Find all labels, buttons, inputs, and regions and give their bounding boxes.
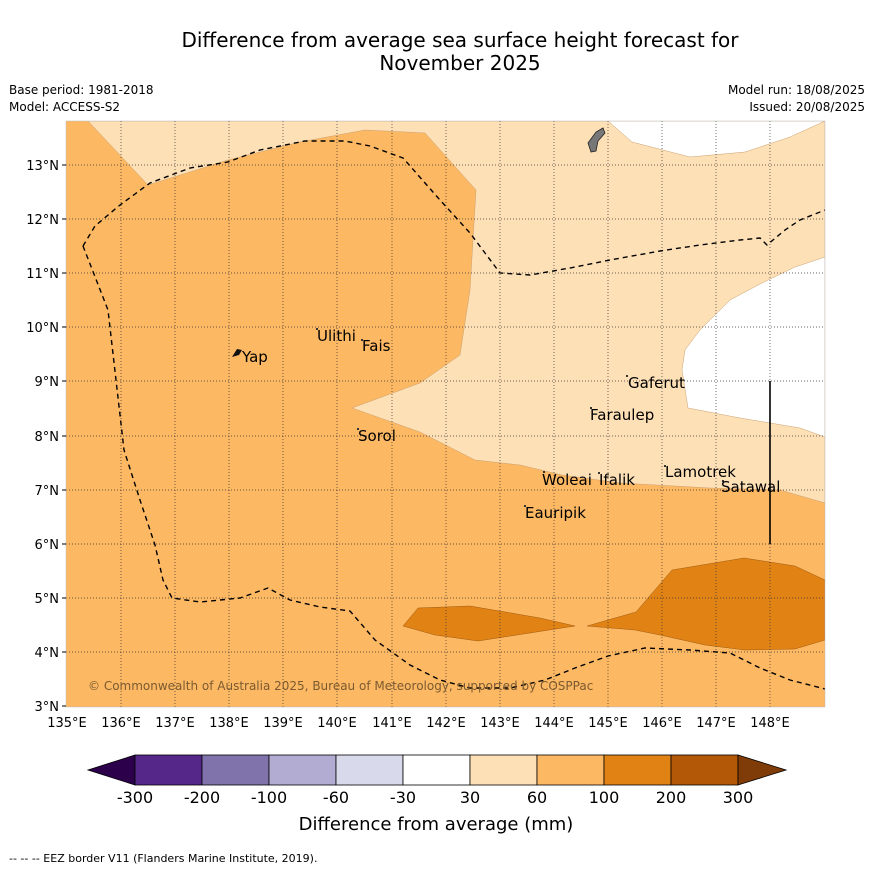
colorbar-tick-label: -100 xyxy=(251,788,287,807)
graticule xyxy=(66,121,825,707)
colorbar-swatch xyxy=(335,754,404,786)
guam-island xyxy=(587,127,606,153)
place-label-fais: Fais xyxy=(362,337,391,355)
colorbar-swatch xyxy=(603,754,672,786)
colorbar-swatch xyxy=(670,754,739,786)
eez-footnote: -- -- -- EEZ border V11 (Flanders Marine… xyxy=(9,852,318,865)
colorbar-tick-label: -30 xyxy=(390,788,416,807)
lon-label: 146°E xyxy=(642,716,682,731)
lon-label: 141°E xyxy=(372,716,412,731)
place-label-ulithi: Ulithi xyxy=(317,327,356,345)
colorbar-extend-low xyxy=(86,754,136,786)
place-label-eauripik: Eauripik xyxy=(525,504,586,522)
place-label-gaferut: Gaferut xyxy=(628,374,685,392)
lat-label: 10°N xyxy=(26,321,59,336)
lat-label: 12°N xyxy=(26,213,59,228)
lat-label: 5°N xyxy=(35,592,60,607)
colorbar-extend-high xyxy=(737,754,788,786)
lon-label: 140°E xyxy=(317,716,357,731)
colorbar-tick-label: -60 xyxy=(323,788,349,807)
colorbar-tick-label: 30 xyxy=(460,788,480,807)
lon-label: 147°E xyxy=(696,716,736,731)
colorbar-tick-label: 300 xyxy=(723,788,754,807)
anomaly-100-200-region-west xyxy=(402,605,576,642)
lat-label: 9°N xyxy=(35,375,60,390)
place-label-ifalik: Ifalik xyxy=(599,471,635,489)
place-label-woleai: Woleai xyxy=(542,471,592,489)
lat-label: 4°N xyxy=(35,646,60,661)
eez-border xyxy=(82,140,825,276)
map-frame xyxy=(65,120,826,708)
colorbar xyxy=(86,754,788,786)
colorbar-swatch xyxy=(201,754,270,786)
map-title-line2: November 2025 xyxy=(379,51,541,75)
place-label-lamotrek: Lamotrek xyxy=(665,463,736,481)
place-label-yap: Yap xyxy=(241,348,268,366)
colorbar-swatch xyxy=(402,754,471,786)
lat-label: 3°N xyxy=(35,700,60,715)
lon-label: 138°E xyxy=(209,716,249,731)
yap-island xyxy=(232,349,242,357)
lon-label: 148°E xyxy=(750,716,790,731)
colorbar-tick-label: 100 xyxy=(589,788,620,807)
colorbar-label: Difference from average (mm) xyxy=(299,814,574,835)
place-label-satawal: Satawal xyxy=(721,478,780,496)
base-period: Base period: 1981-2018 xyxy=(9,83,154,97)
lon-label: 144°E xyxy=(534,716,574,731)
colorbar-swatch xyxy=(134,754,203,786)
issued-date: Issued: 20/08/2025 xyxy=(749,100,865,114)
lon-label: 139°E xyxy=(263,716,303,731)
lon-label: 143°E xyxy=(480,716,520,731)
colorbar-tick-label: 60 xyxy=(527,788,547,807)
lat-label: 11°N xyxy=(26,267,59,282)
copyright-notice: © Commonwealth of Australia 2025, Bureau… xyxy=(88,679,593,693)
colorbar-tick-label: 200 xyxy=(656,788,687,807)
map-title-line1: Difference from average sea surface heig… xyxy=(181,28,739,52)
model-run: Model run: 18/08/2025 xyxy=(727,83,865,97)
lon-label: 137°E xyxy=(155,716,195,731)
anomaly-100-200-region-east xyxy=(586,557,825,651)
lon-label: 145°E xyxy=(588,716,628,731)
lon-label: 135°E xyxy=(47,716,87,731)
colorbar-tick-label: -300 xyxy=(117,788,153,807)
anomaly-30-60-region xyxy=(87,121,825,504)
model-name: Model: ACCESS-S2 xyxy=(9,100,121,114)
colorbar-swatch xyxy=(268,754,337,786)
lat-label: 8°N xyxy=(35,430,60,445)
atoll-markers xyxy=(316,328,724,507)
eez-border-west xyxy=(82,245,825,690)
axis-ticks xyxy=(62,164,66,707)
map-plot-area: Yap Ulithi Fais Sorol Gaferut Faraulep W… xyxy=(66,121,825,707)
lat-label: 13°N xyxy=(26,159,59,174)
colorbar-swatch xyxy=(469,754,538,786)
colorbar-tick-label: -200 xyxy=(184,788,220,807)
anomaly-neutral-region-east xyxy=(681,256,825,438)
place-label-faraulep: Faraulep xyxy=(590,406,654,424)
lat-label: 6°N xyxy=(35,538,60,553)
lat-label: 7°N xyxy=(35,484,60,499)
lon-label: 142°E xyxy=(426,716,466,731)
colorbar-swatch xyxy=(536,754,605,786)
place-label-sorol: Sorol xyxy=(358,427,396,445)
lon-label: 136°E xyxy=(101,716,141,731)
